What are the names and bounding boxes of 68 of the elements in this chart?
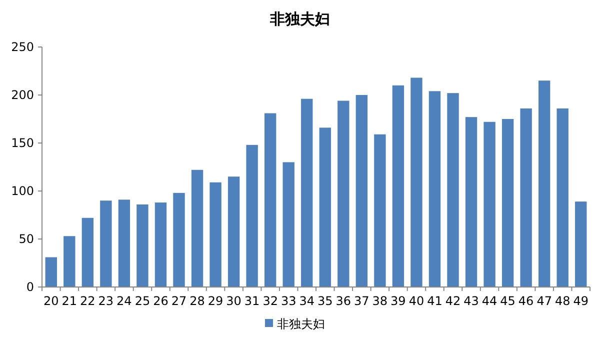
x-tick-label: 39 <box>390 294 406 308</box>
bar <box>392 85 404 287</box>
x-tick-label: 22 <box>80 294 96 308</box>
bar <box>410 78 422 287</box>
x-tick-label: 26 <box>153 294 168 308</box>
y-tick-label: 250 <box>11 40 34 54</box>
x-tick-label: 42 <box>445 294 461 308</box>
bar <box>82 218 94 287</box>
bar <box>484 122 496 287</box>
bar <box>136 204 148 287</box>
x-tick-label: 28 <box>190 294 205 308</box>
x-tick-label: 48 <box>554 294 570 308</box>
y-tick-label: 150 <box>11 136 34 150</box>
x-tick-label: 37 <box>354 294 370 308</box>
x-tick-label: 31 <box>244 294 260 308</box>
x-tick-label: 47 <box>536 294 552 308</box>
x-tick-label: 21 <box>62 294 78 308</box>
x-tick-label: 20 <box>43 294 59 308</box>
x-tick-label: 49 <box>573 294 589 308</box>
bar <box>502 119 514 287</box>
bar <box>374 134 386 287</box>
bar <box>246 144 258 287</box>
x-tick-label: 44 <box>482 294 498 308</box>
legend-label: 非独夫妇 <box>277 317 325 331</box>
x-tick-label: 38 <box>372 294 388 308</box>
bar <box>64 236 76 287</box>
x-tick-label: 33 <box>280 294 296 308</box>
x-tick-label: 32 <box>262 294 278 308</box>
x-tick-label: 41 <box>427 294 442 308</box>
bar <box>538 80 550 287</box>
bar <box>45 257 57 287</box>
bar <box>520 108 532 287</box>
bar <box>465 117 478 287</box>
x-tick-label: 30 <box>226 294 242 308</box>
y-tick-label: 100 <box>11 184 34 198</box>
bar <box>191 170 204 287</box>
bar <box>301 98 313 287</box>
x-tick-label: 36 <box>336 294 352 308</box>
bar <box>100 200 112 287</box>
x-tick-label: 27 <box>171 294 187 308</box>
bar <box>228 176 240 287</box>
bar <box>154 202 167 287</box>
y-tick-label: 0 <box>26 280 34 294</box>
x-tick-label: 24 <box>116 294 132 308</box>
x-tick-label: 45 <box>500 294 516 308</box>
bar <box>575 202 587 287</box>
x-tick-label: 43 <box>464 294 479 308</box>
bar <box>356 95 368 287</box>
chart-title: 非独夫妇 <box>269 10 330 28</box>
x-tick-label: 35 <box>317 294 333 308</box>
bar <box>210 182 222 287</box>
x-tick-label: 46 <box>518 294 534 308</box>
x-tick-label: 34 <box>299 294 315 308</box>
bar <box>428 91 441 287</box>
bar <box>319 128 331 287</box>
x-tick-label: 40 <box>408 294 424 308</box>
bar <box>447 93 459 287</box>
bar <box>556 108 568 287</box>
bar <box>118 200 130 287</box>
bar <box>264 113 276 287</box>
bar <box>282 162 294 287</box>
bar <box>338 100 350 287</box>
x-tick-label: 25 <box>134 294 150 308</box>
x-tick-label: 23 <box>98 294 114 308</box>
y-tick-label: 50 <box>18 232 34 246</box>
bar <box>173 192 185 287</box>
x-tick-label: 29 <box>208 294 224 308</box>
y-tick-label: 200 <box>11 88 34 102</box>
